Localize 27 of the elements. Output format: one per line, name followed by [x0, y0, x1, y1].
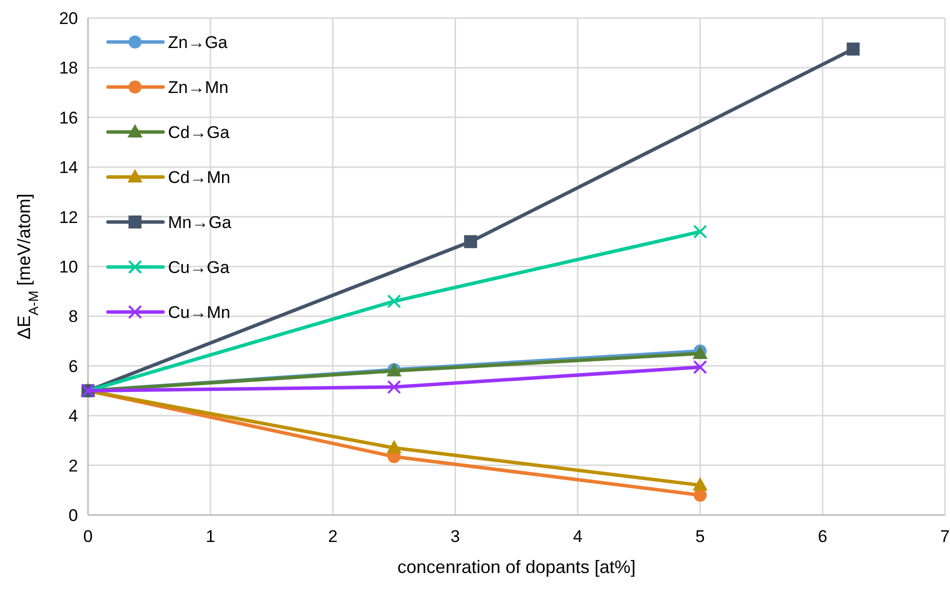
legend-label: Mn→Ga — [168, 213, 232, 232]
x-tick-label: 2 — [328, 527, 338, 546]
x-axis-title: concenration of dopants [at%] — [397, 557, 636, 577]
y-tick-label: 4 — [68, 406, 78, 426]
legend-label: Cu→Ga — [168, 258, 230, 277]
y-tick-label: 2 — [68, 456, 78, 476]
y-tick-label: 10 — [59, 258, 78, 276]
x-tick-label: 4 — [572, 527, 582, 546]
legend-label: Zn→Mn — [168, 78, 228, 97]
y-tick-label: 0 — [68, 506, 78, 525]
x-tick-label: 1 — [206, 527, 216, 546]
legend-label: Cu→Mn — [168, 303, 230, 322]
x-tick-label: 0 — [83, 527, 93, 546]
legend-label: Zn→Ga — [168, 33, 228, 52]
y-tick-label: 6 — [68, 356, 78, 376]
y-tick-label: 20 — [59, 9, 78, 28]
x-tick-label: 6 — [818, 527, 828, 546]
legend-label: Cd→Mn — [168, 168, 230, 187]
y-tick-label: 12 — [59, 208, 78, 227]
y-tick-label: 8 — [68, 307, 78, 326]
x-tick-label: 3 — [450, 527, 460, 546]
legend-label: Cd→Ga — [168, 123, 230, 142]
x-tick-label: 7 — [940, 527, 950, 546]
x-tick-label: 5 — [695, 527, 705, 546]
y-tick-label: 16 — [59, 108, 78, 128]
y-tick-label: 18 — [59, 58, 78, 78]
y-tick-label: 14 — [59, 158, 78, 178]
